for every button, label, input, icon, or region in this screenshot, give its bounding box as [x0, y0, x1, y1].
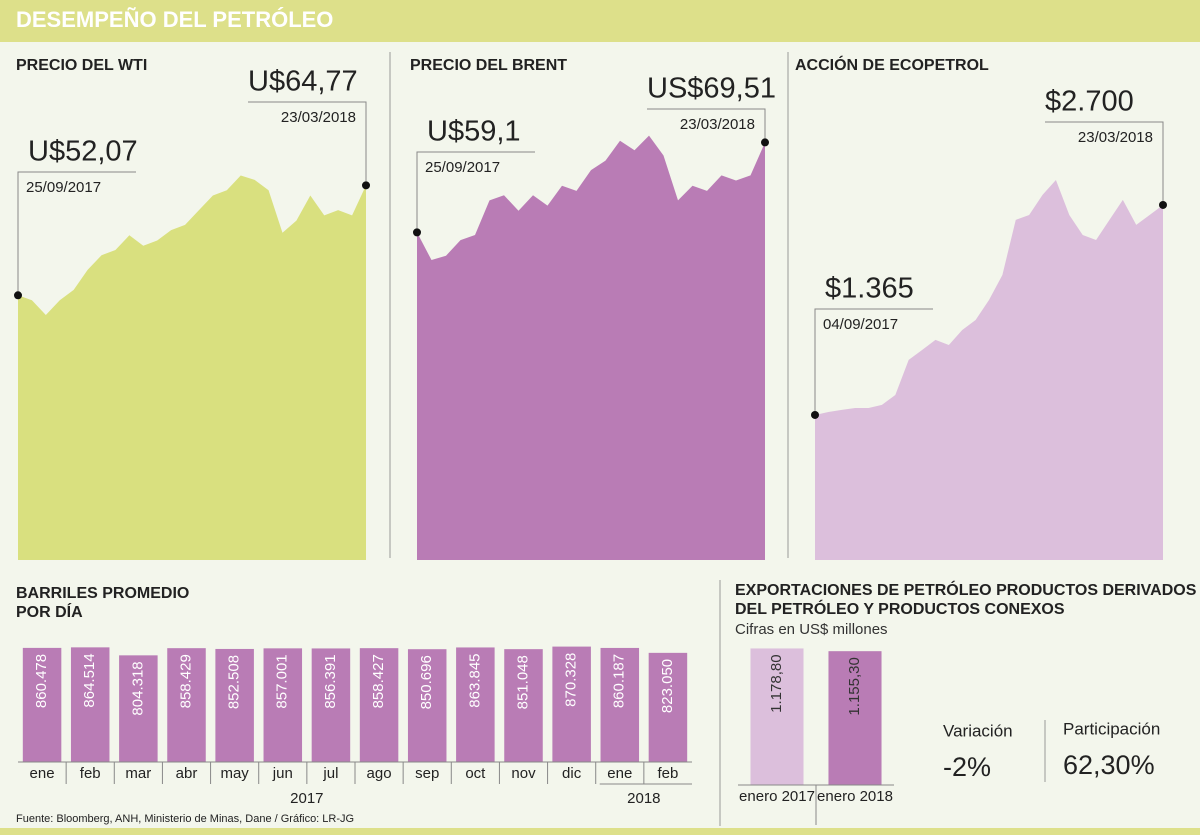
- leader-line: [814, 308, 933, 415]
- x-tick-label: may: [220, 765, 249, 782]
- value-label: US$69,51: [647, 73, 776, 105]
- date-label: 23/03/2018: [680, 116, 755, 133]
- value-label: 804.318: [129, 661, 146, 715]
- chart-title: ACCIÓN DE ECOPETROL: [795, 55, 989, 74]
- header-band: [0, 0, 1200, 42]
- value-label: 857.001: [274, 654, 291, 708]
- bar: [504, 649, 543, 762]
- point-marker: [761, 138, 769, 147]
- stat-label: Variación: [943, 721, 1013, 740]
- point-marker: [14, 291, 22, 300]
- value-label: 850.696: [418, 655, 435, 709]
- value-label: 852.508: [226, 655, 243, 709]
- value-label: 823.050: [659, 659, 676, 713]
- page-title: DESEMPEÑO DEL PETRÓLEO: [16, 7, 333, 32]
- value-label: 856.391: [322, 654, 339, 708]
- leader-line: [17, 171, 136, 296]
- value-label: 858.429: [177, 654, 194, 708]
- x-tick-label: enero 2017: [739, 788, 815, 805]
- area: [815, 179, 1163, 561]
- x-tick-label: feb: [80, 765, 101, 782]
- bar: [311, 648, 351, 762]
- x-tick-label: dic: [562, 765, 582, 782]
- x-tick-label: abr: [176, 765, 198, 782]
- chart-title: PRECIO DEL WTI: [16, 57, 147, 74]
- x-tick-label: nov: [511, 765, 536, 782]
- leader-line: [416, 151, 535, 233]
- x-tick-label: jun: [272, 765, 293, 782]
- bar: [648, 652, 688, 762]
- x-tick-label: mar: [125, 765, 151, 782]
- value-label: U$64,77: [248, 66, 358, 98]
- point-marker: [413, 228, 421, 237]
- value-label: $1.365: [825, 273, 914, 305]
- date-label: 25/09/2017: [26, 179, 101, 196]
- date-label: 23/03/2018: [281, 109, 356, 126]
- value-label: 851.048: [514, 655, 531, 709]
- chart-subtitle: Cifras en US$ millones: [735, 621, 888, 638]
- point-marker: [362, 181, 370, 190]
- bar: [263, 648, 303, 762]
- stat-label: Participación: [1063, 719, 1160, 738]
- date-label: 04/09/2017: [823, 316, 898, 333]
- value-label: 864.514: [81, 653, 98, 707]
- x-tick-label: ene: [607, 765, 632, 782]
- chart-title: EXPORTACIONES DE PETRÓLEO PRODUCTOS DERI…: [735, 582, 1197, 618]
- bar: [70, 647, 110, 762]
- x-tick-label: feb: [657, 765, 678, 782]
- group-label: 2017: [290, 790, 323, 807]
- x-tick-label: sep: [415, 765, 439, 782]
- bar: [215, 648, 254, 762]
- bar: [407, 649, 447, 762]
- x-tick-label: ene: [30, 765, 55, 782]
- value-label: U$59,1: [427, 116, 521, 148]
- x-tick-label: jul: [322, 765, 338, 782]
- bar: [750, 648, 804, 785]
- bar: [600, 647, 640, 762]
- chart-title: PRECIO DEL BRENT: [410, 57, 567, 74]
- stat-value: -2%: [943, 752, 991, 782]
- point-marker: [811, 410, 819, 419]
- x-tick-label: ago: [367, 765, 392, 782]
- footer-band: [0, 828, 1200, 835]
- value-label: 1.155,30: [846, 657, 863, 715]
- bar: [22, 647, 62, 762]
- bar: [828, 651, 882, 785]
- stat-value: 62,30%: [1063, 750, 1155, 780]
- value-label: 860.187: [611, 654, 628, 708]
- x-tick-label: oct: [465, 765, 486, 782]
- bar: [359, 648, 399, 762]
- group-label: 2018: [627, 790, 660, 807]
- x-tick-label: enero 2018: [817, 788, 893, 805]
- source: Fuente: Bloomberg, ANH, Ministerio de Mi…: [16, 813, 354, 825]
- date-label: 25/09/2017: [425, 159, 500, 176]
- value-label: 860.478: [33, 654, 50, 708]
- value-label: $2.700: [1045, 86, 1134, 118]
- value-label: 870.328: [563, 653, 580, 707]
- area: [18, 175, 366, 560]
- value-label: U$52,07: [28, 136, 138, 168]
- area: [417, 135, 765, 560]
- chart-title: BARRILES PROMEDIO POR DÍA: [16, 585, 190, 621]
- value-label: 858.427: [370, 654, 387, 708]
- bar: [167, 648, 206, 762]
- bar: [552, 646, 591, 762]
- leader-line: [1045, 121, 1164, 205]
- leader-line: [647, 108, 766, 143]
- date-label: 23/03/2018: [1078, 129, 1153, 146]
- leader-line: [248, 101, 367, 186]
- value-label: 1.178,80: [768, 654, 785, 712]
- point-marker: [1159, 200, 1167, 209]
- value-label: 863.845: [466, 653, 483, 707]
- bar: [119, 655, 158, 762]
- bar: [456, 647, 495, 762]
